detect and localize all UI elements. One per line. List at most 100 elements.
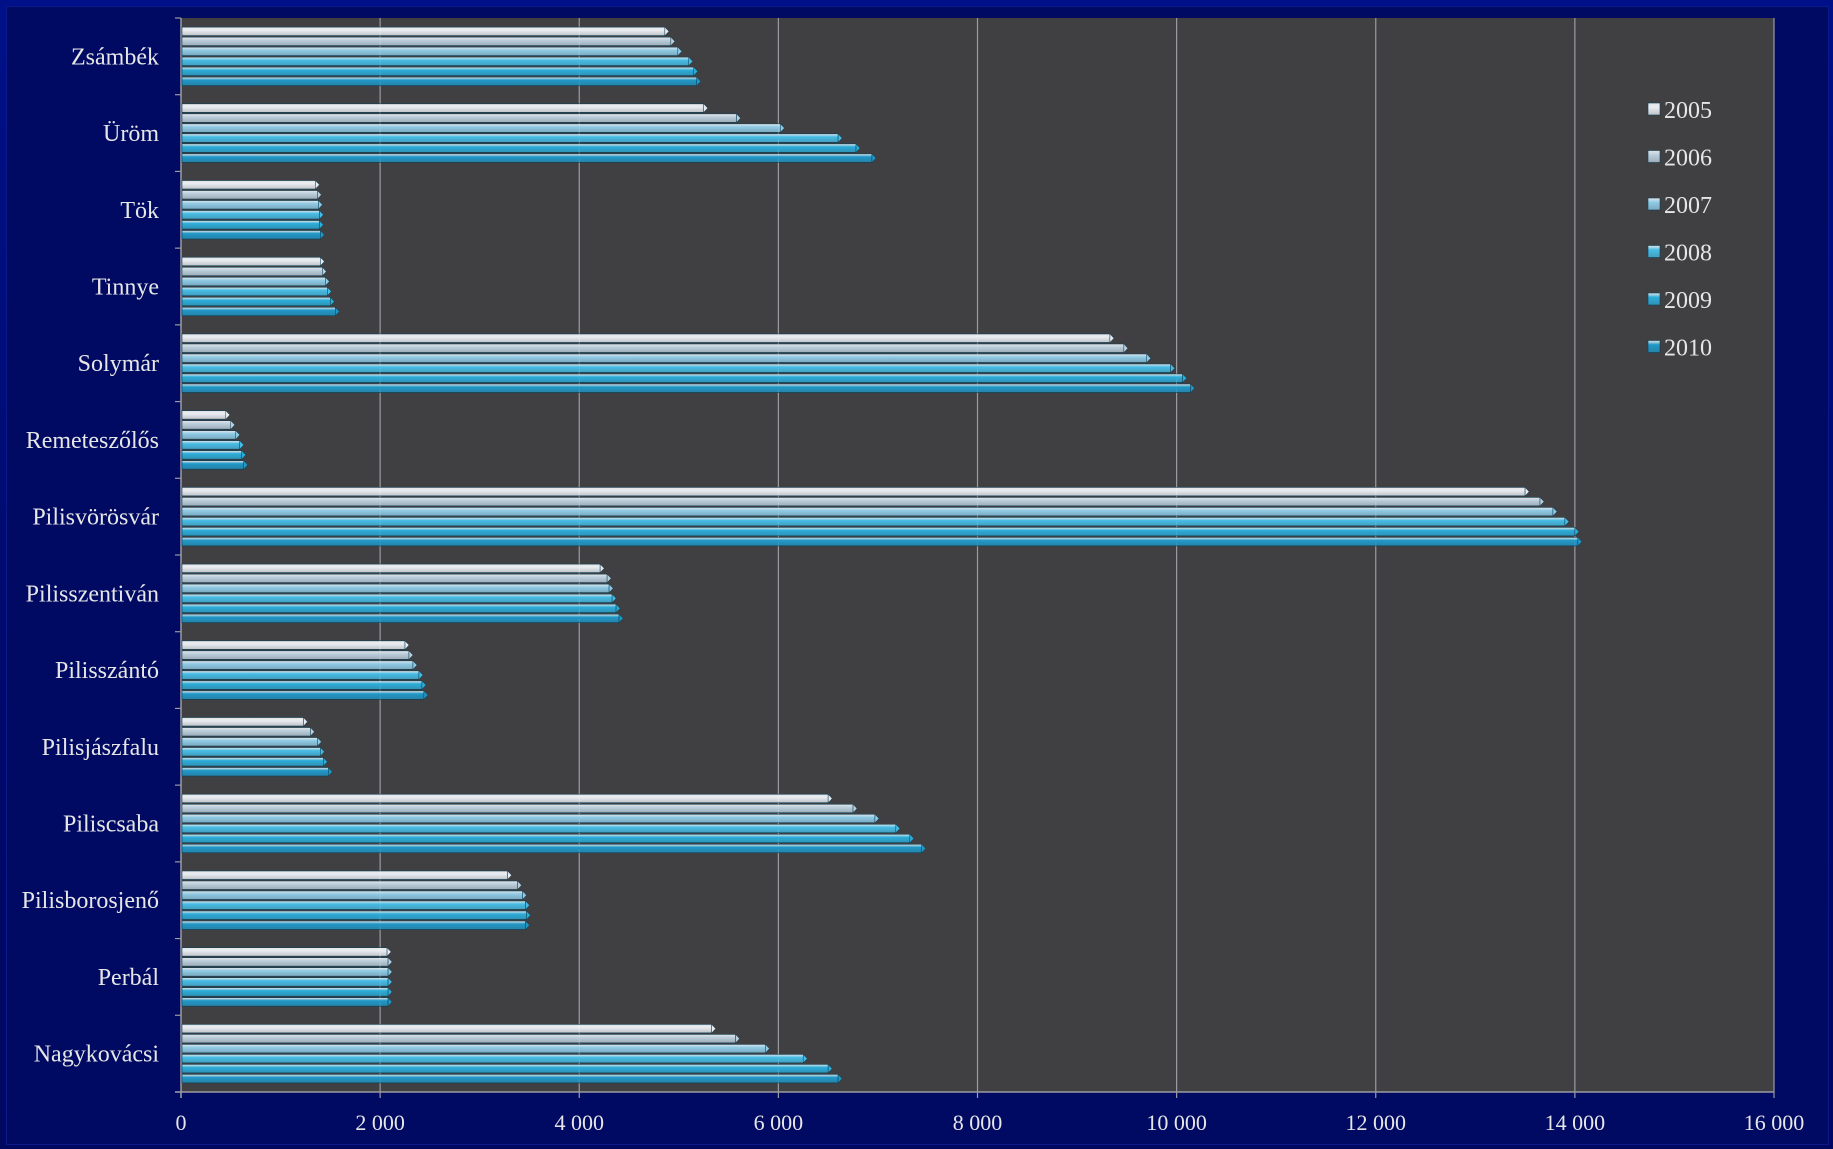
bar [181, 66, 695, 76]
bar-cap [615, 603, 621, 614]
bar-cap [693, 66, 699, 77]
x-tick-label: 12 000 [1346, 1110, 1407, 1135]
bar-cap [239, 440, 245, 450]
bar [181, 573, 608, 583]
bar-cap [525, 900, 530, 911]
bar [181, 977, 389, 987]
bar [181, 880, 518, 890]
bar-cap [895, 823, 901, 834]
bar-cap [320, 256, 325, 267]
bar [181, 103, 705, 113]
bar-cap [803, 1053, 808, 1064]
bar [181, 900, 526, 910]
category-label: Pilisborosjenő [22, 888, 159, 914]
category-label: Solymár [78, 351, 159, 377]
bar-cap [318, 199, 323, 210]
bar-cap [303, 716, 308, 727]
bar [181, 1074, 839, 1084]
bar-cap [387, 997, 393, 1007]
bar-cap [320, 229, 325, 240]
bar-cap [837, 1073, 843, 1084]
x-tick-label: 10 000 [1146, 1110, 1207, 1135]
bar-cap [871, 153, 877, 163]
bar [181, 613, 620, 623]
bar [181, 767, 329, 777]
bar-cap [404, 640, 410, 650]
x-tick-labels: 0 2 000 4 000 6 000 8 000 10 000 12 000 14 000 1… [176, 1110, 1805, 1135]
bar-cap [330, 296, 335, 307]
bar [181, 650, 410, 660]
legend-label: 2008 [1664, 241, 1712, 267]
bar-cap [322, 266, 327, 277]
bar [181, 200, 319, 210]
bar-cap [855, 143, 861, 153]
bar [181, 947, 388, 957]
category-label: Tinnye [92, 275, 159, 301]
bar-cap [736, 113, 741, 123]
bar [181, 430, 237, 440]
bar-cap [874, 813, 880, 824]
category-label: Nagykovácsi [34, 1042, 160, 1068]
category-labels: Zsámbék Üröm Tök Tinnye Solymár Remeteszőlős P… [22, 44, 160, 1067]
category-label: Pilisjászfalu [42, 735, 159, 761]
bar [181, 727, 311, 737]
bar [181, 563, 601, 573]
axes [175, 17, 1775, 1098]
legend-label: 2010 [1664, 336, 1712, 362]
bar [181, 440, 241, 450]
bar-cap [1574, 526, 1580, 537]
bar [181, 180, 316, 190]
category-label: Perbál [98, 965, 160, 991]
bar [181, 507, 1554, 517]
bar-cap [703, 103, 709, 113]
bar-cap [921, 843, 927, 854]
bar [181, 153, 873, 163]
bar-cap [1123, 343, 1129, 354]
bar [181, 870, 508, 880]
bar [181, 123, 781, 133]
bar [181, 133, 839, 143]
category-label: Pilisszentiván [26, 581, 159, 607]
bar-cap [909, 833, 915, 844]
bar-cap [1524, 486, 1530, 497]
legend-label: 2009 [1664, 288, 1712, 314]
bar [181, 46, 679, 56]
bar-cap [421, 680, 427, 690]
bar-cap [664, 26, 670, 37]
bar-cap [525, 920, 530, 931]
bar [181, 997, 389, 1007]
bar-cap [1539, 496, 1545, 507]
bar-cap [412, 660, 418, 670]
bar [181, 256, 321, 267]
bar [181, 276, 326, 287]
bar [181, 670, 420, 680]
legend-swatch [1647, 150, 1661, 163]
bar [181, 26, 666, 36]
bars [181, 26, 1583, 1084]
bar-cap [827, 1063, 833, 1074]
x-tick-label: 0 [176, 1110, 187, 1135]
bar-cap [310, 726, 315, 737]
bar-cap [611, 593, 617, 604]
bar [181, 76, 698, 86]
bar [181, 143, 857, 153]
bar-cap [608, 583, 614, 594]
bar [181, 36, 672, 46]
bar [181, 1034, 736, 1044]
bar [181, 353, 1148, 363]
bar [181, 420, 232, 430]
bar-cap [696, 76, 702, 87]
bar [181, 1044, 766, 1054]
bar [181, 910, 527, 920]
gridlines [379, 18, 1775, 1092]
bar-cap [852, 803, 858, 814]
bar [181, 593, 613, 603]
bar-cap [1577, 536, 1583, 547]
category-label: Üröm [103, 121, 159, 147]
bar [181, 383, 1191, 393]
bar [181, 690, 425, 700]
bar-cap [408, 650, 414, 660]
bar [181, 56, 690, 66]
bar-cap [827, 793, 833, 804]
bar-cap [711, 1023, 717, 1034]
